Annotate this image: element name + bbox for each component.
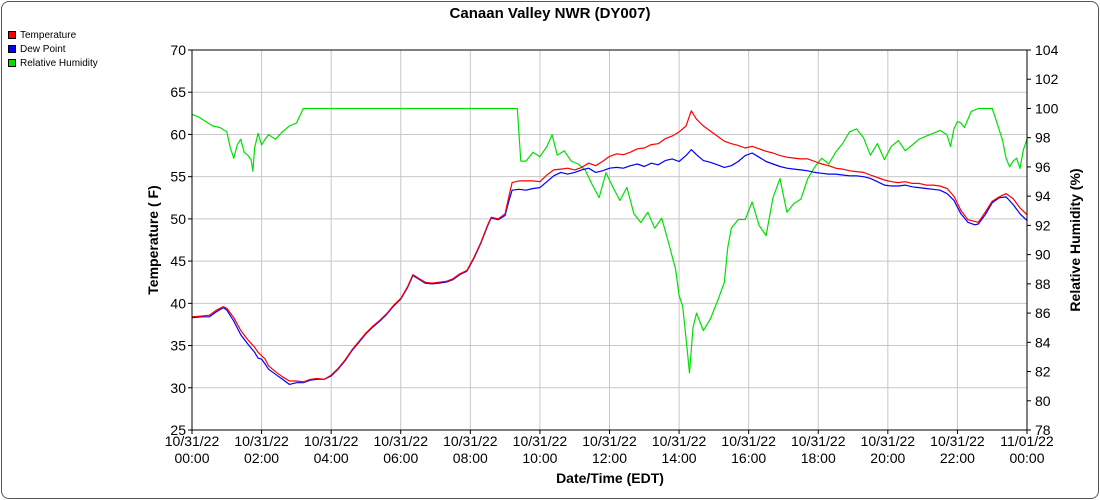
legend: Temperature Dew Point Relative Humidity <box>8 28 98 70</box>
y-right-tick-label: 82 <box>1035 364 1051 380</box>
series-line-temperature <box>191 110 1028 383</box>
y-right-tick-label: 88 <box>1035 276 1051 292</box>
x-axis-label: Date/Time (EDT) <box>556 470 664 486</box>
x-tick-label-time: 00:00 <box>1009 450 1044 466</box>
series-layer <box>191 107 1028 385</box>
legend-item-temperature: Temperature <box>8 28 98 42</box>
x-tick-label-date: 10/31/22 <box>582 433 637 449</box>
x-tick-label-date: 10/31/22 <box>652 433 707 449</box>
y-right-tick-label: 104 <box>1035 42 1059 58</box>
x-tick-label-time: 12:00 <box>592 450 627 466</box>
x-tick-label-date: 10/31/22 <box>234 433 289 449</box>
y-left-tick-label: 55 <box>170 169 186 185</box>
y-left-tick-label: 25 <box>170 422 186 438</box>
y-right-tick-label: 78 <box>1035 422 1051 438</box>
y-axis-left-label: Temperature ( F) <box>145 185 161 294</box>
x-tick-label-time: 00:00 <box>174 450 209 466</box>
y-left-tick-label: 45 <box>170 253 186 269</box>
x-tick-label-date: 10/31/22 <box>930 433 985 449</box>
y-left-tick-label: 30 <box>170 380 186 396</box>
x-tick-label-date: 10/31/22 <box>374 433 429 449</box>
x-tick-label-time: 06:00 <box>383 450 418 466</box>
grid <box>191 49 1028 431</box>
y-left-tick-label: 65 <box>170 84 186 100</box>
x-tick-label-date: 10/31/22 <box>443 433 498 449</box>
x-tick-label-date: 10/31/22 <box>861 433 916 449</box>
y-right-tick-label: 86 <box>1035 305 1051 321</box>
plot-frame <box>191 49 1028 431</box>
x-tick-label-time: 04:00 <box>314 450 349 466</box>
x-tick-label-time: 18:00 <box>801 450 836 466</box>
series-line-relative-humidity <box>191 107 1028 374</box>
x-tick-label-time: 22:00 <box>940 450 975 466</box>
chart-title: Canaan Valley NWR (DY007) <box>450 5 651 22</box>
x-tick-label-date: 10/31/22 <box>304 433 359 449</box>
y-left-tick-label: 50 <box>170 211 186 227</box>
x-tick-label-time: 10:00 <box>522 450 557 466</box>
x-tick-label-time: 02:00 <box>244 450 279 466</box>
y-right-tick-label: 92 <box>1035 217 1051 233</box>
y-left-tick-label: 35 <box>170 338 186 354</box>
x-tick-label-time: 20:00 <box>870 450 905 466</box>
y-left-tick-label: 60 <box>170 126 186 142</box>
x-tick-label-time: 14:00 <box>662 450 697 466</box>
y-right-tick-label: 90 <box>1035 247 1051 263</box>
legend-label-dew-point: Dew Point <box>20 43 66 55</box>
x-tick-label-date: 10/31/22 <box>165 433 220 449</box>
y-left-tick-label: 40 <box>170 295 186 311</box>
x-tick-label-time: 16:00 <box>731 450 766 466</box>
x-tick-label-date: 10/31/22 <box>721 433 776 449</box>
legend-swatch-relative-humidity <box>8 59 16 67</box>
axes: 25 30 35 40 45 50 55 60 65 70 78 80 82 84 86 88 90 92 94 96… <box>165 42 1059 466</box>
y-right-tick-label: 94 <box>1035 188 1051 204</box>
y-right-tick-label: 80 <box>1035 393 1051 409</box>
legend-item-dew-point: Dew Point <box>8 42 98 56</box>
x-tick-label-date: 10/31/22 <box>513 433 568 449</box>
x-tick-label-date: 10/31/22 <box>791 433 846 449</box>
legend-swatch-dew-point <box>8 45 16 53</box>
y-axis-right-label: Relative Humidity (%) <box>1067 168 1083 311</box>
y-right-tick-label: 96 <box>1035 159 1051 175</box>
y-right-tick-label: 100 <box>1035 100 1059 116</box>
y-right-tick-label: 102 <box>1035 71 1059 87</box>
y-left-tick-label: 70 <box>170 42 186 58</box>
legend-label-relative-humidity: Relative Humidity <box>20 57 98 69</box>
legend-item-relative-humidity: Relative Humidity <box>8 56 98 70</box>
y-right-tick-label: 98 <box>1035 130 1051 146</box>
y-right-tick-label: 84 <box>1035 334 1051 350</box>
legend-label-temperature: Temperature <box>20 29 77 41</box>
x-tick-label-date: 11/01/22 <box>1000 433 1054 449</box>
x-tick-label-time: 08:00 <box>453 450 488 466</box>
legend-swatch-temperature <box>8 31 16 39</box>
